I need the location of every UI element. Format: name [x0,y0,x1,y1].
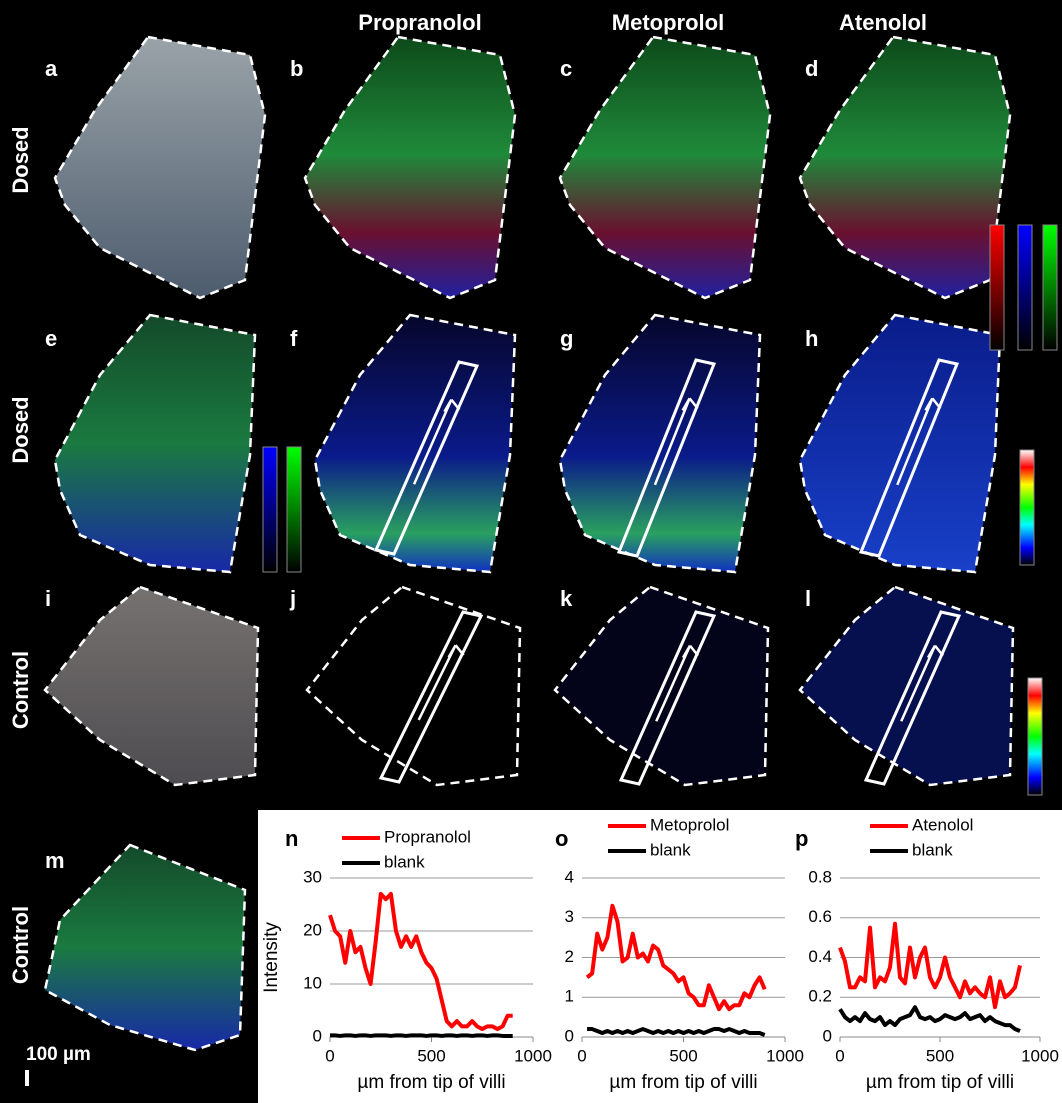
row-label: Dosed [8,396,33,463]
colorbar [1020,450,1034,565]
panel-letter: i [45,586,51,611]
tissue-image [55,315,255,572]
panel-letter: d [805,56,818,81]
y-axis-label: Intensity [261,922,282,993]
x-tick-label: 1000 [514,1046,552,1065]
x-tick-label: 0 [577,1046,586,1065]
legend-label: Metoprolol [650,815,729,834]
tissue-image [800,37,1010,298]
panel-letter: h [805,326,818,351]
y-tick-label: 3 [565,907,574,926]
panel-letter: c [560,56,572,81]
colorbar [1018,225,1032,350]
row-label: Dosed [8,126,33,193]
y-tick-label: 0.4 [808,947,832,966]
y-tick-label: 4 [565,867,574,886]
tissue-image [55,37,265,298]
scale-bar [25,1070,29,1086]
panel-letter: m [45,848,65,873]
panel-letter: l [805,586,811,611]
legend-label: Atenolol [912,815,973,834]
panel-letter: n [285,826,298,851]
tissue-image [315,315,515,572]
tissue-image [305,37,515,298]
legend-label: blank [912,840,953,859]
tissue-image [560,315,760,572]
tissue-image [560,37,770,298]
panel-letter: f [290,326,298,351]
legend-label: blank [384,852,425,871]
y-tick-label: 0 [565,1026,574,1045]
y-tick-label: 0.2 [808,987,832,1006]
colorbar [990,225,1004,350]
tissue-image [45,587,258,785]
x-tick-label: 0 [325,1046,334,1065]
colorbar [263,447,277,572]
x-tick-label: 500 [669,1046,697,1065]
column-header: Propranolol [358,10,481,35]
x-axis-label: µm from tip of villi [866,1072,1014,1093]
column-header: Metoprolol [612,10,724,35]
colorbar [1028,678,1042,795]
legend-label: Propranolol [384,827,471,846]
panel-letter: e [45,326,57,351]
data-line [330,1035,513,1036]
x-tick-label: 0 [835,1046,844,1065]
column-header: Atenolol [839,10,927,35]
x-tick-label: 1000 [1021,1046,1059,1065]
panel-letter: j [289,586,296,611]
x-axis-label: µm from tip of villi [609,1072,757,1093]
panel-letter: k [560,586,573,611]
panel-letter: b [290,56,303,81]
y-tick-label: 1 [565,987,574,1006]
x-tick-label: 500 [417,1046,445,1065]
colorbar [1043,225,1057,350]
row-label: Control [8,906,33,984]
row-label: Control [8,651,33,729]
y-tick-label: 0.8 [808,867,832,886]
tissue-image [800,315,1000,572]
y-tick-label: 0.6 [808,907,832,926]
x-axis-label: µm from tip of villi [357,1072,505,1093]
panel-letter: g [560,326,573,351]
tissue-image [45,845,245,1050]
y-tick-label: 20 [303,920,322,939]
x-tick-label: 1000 [766,1046,804,1065]
colorbar [287,447,301,572]
x-tick-label: 500 [926,1046,954,1065]
y-tick-label: 0 [823,1026,832,1045]
panel-letter: p [795,826,808,851]
panel-letter: a [45,56,58,81]
y-tick-label: 30 [303,867,322,886]
y-tick-label: 10 [303,973,322,992]
scale-bar-label: 100 µm [26,1044,91,1065]
legend-label: blank [650,840,691,859]
panel-letter: o [555,826,568,851]
y-tick-label: 0 [313,1026,322,1045]
figure: Propranolol Metoprolol Atenolol Dosed Dosed C… [0,0,1062,1103]
y-tick-label: 2 [565,947,574,966]
